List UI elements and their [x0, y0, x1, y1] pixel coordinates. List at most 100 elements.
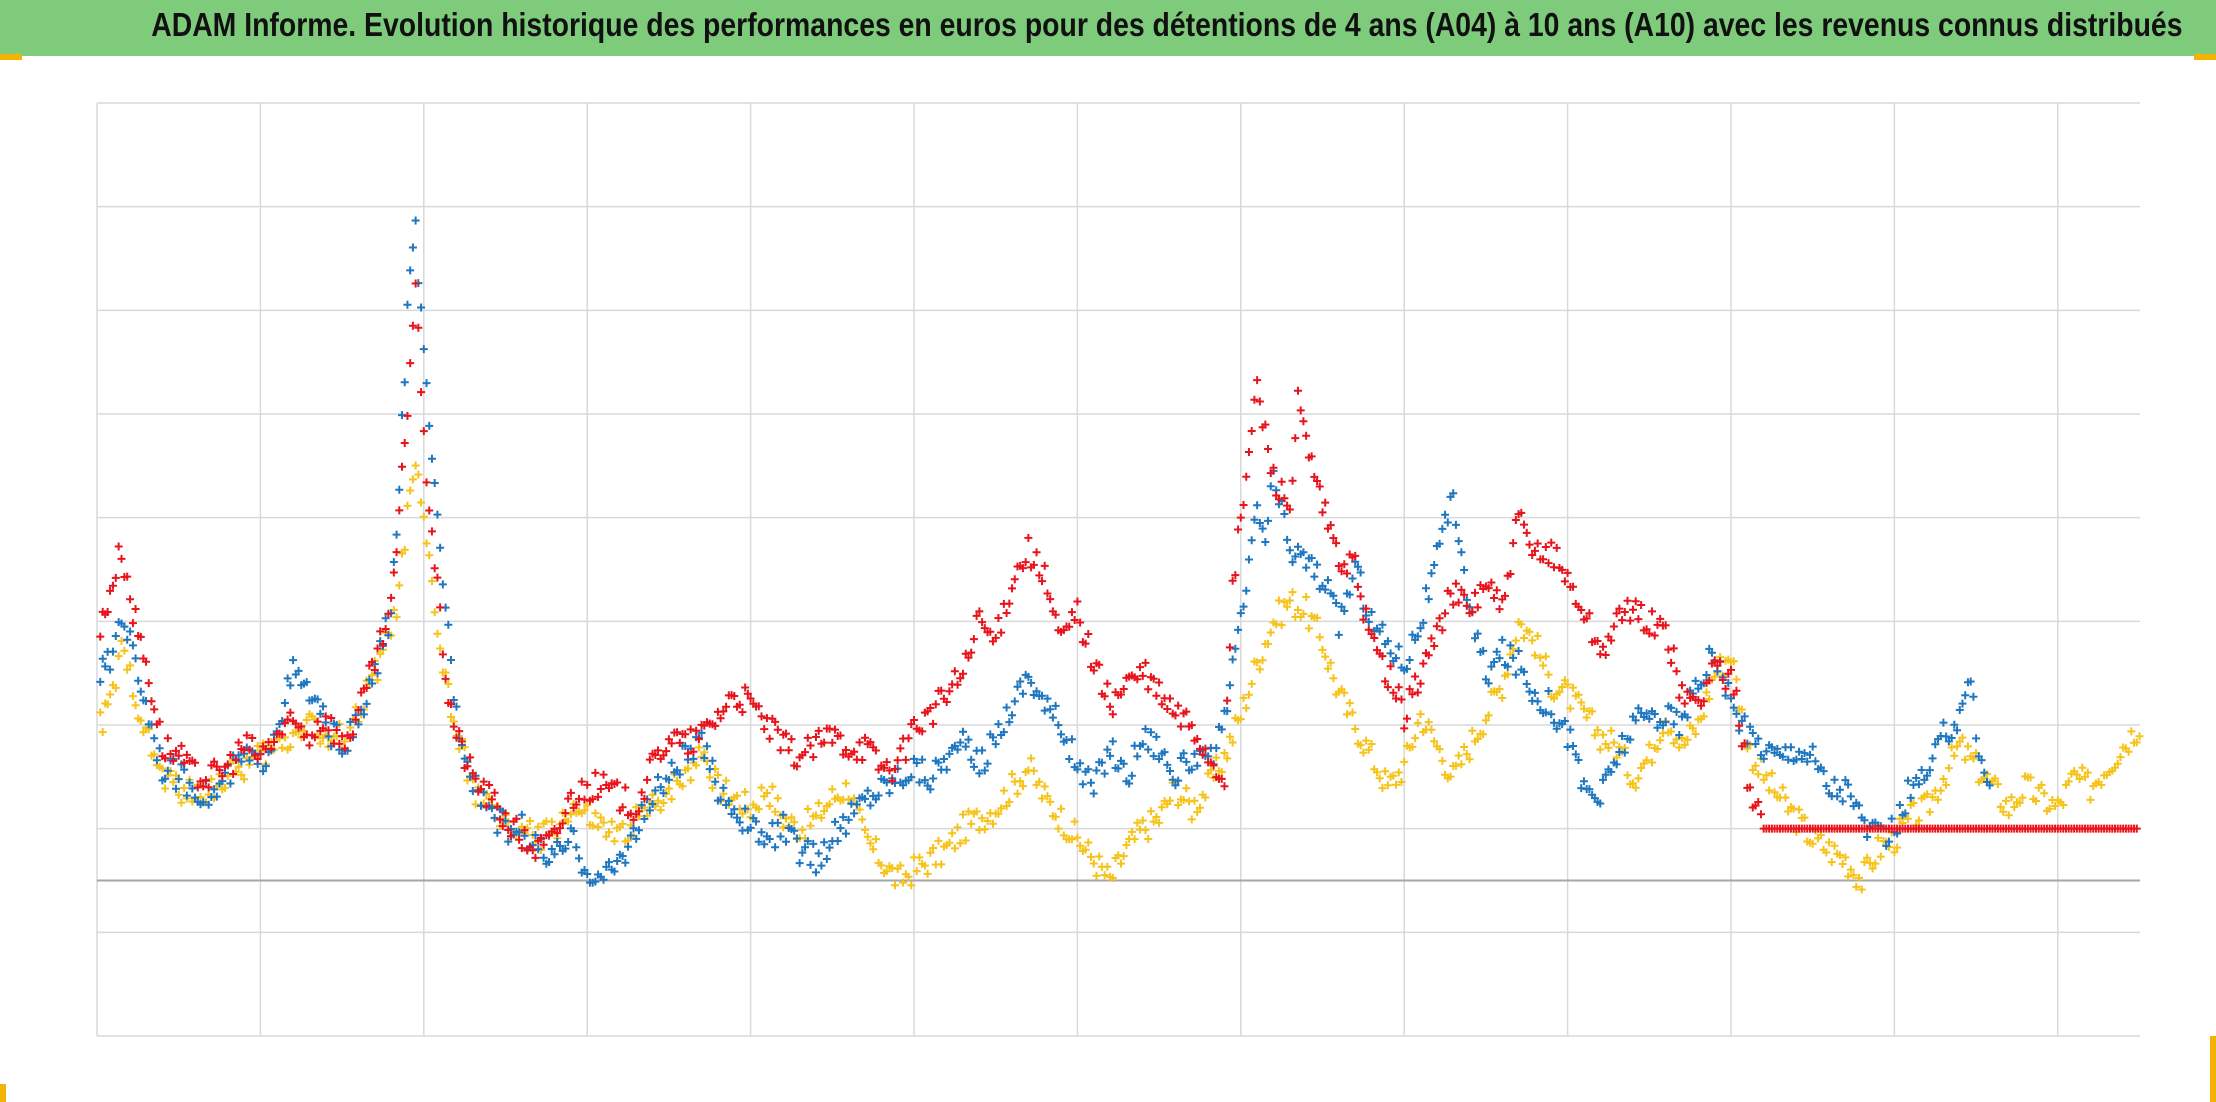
marker-blue-192 [618, 851, 627, 860]
marker-blue-453 [1329, 591, 1338, 600]
marker-yellow-7 [114, 652, 123, 661]
marker-red-165 [545, 831, 554, 840]
marker-blue-374 [1114, 764, 1123, 773]
marker-blue-463 [1356, 568, 1365, 577]
marker-red-123 [430, 564, 439, 573]
marker-blue-351 [1051, 701, 1060, 710]
marker-red-67 [278, 730, 287, 739]
marker-blue-224 [705, 765, 714, 774]
marker-yellow-569 [1645, 740, 1654, 749]
marker-red-593 [1710, 656, 1719, 665]
marker-blue-165 [545, 858, 554, 867]
marker-yellow-181 [588, 821, 597, 830]
marker-red-333 [1002, 608, 1011, 617]
marker-red-105 [381, 624, 390, 633]
marker-blue-545 [1579, 777, 1588, 786]
marker-blue-508 [1479, 646, 1488, 655]
marker-yellow-489 [1427, 725, 1436, 734]
series-red [96, 279, 2141, 862]
marker-red-557 [1612, 609, 1621, 618]
marker-yellow-443 [1302, 592, 1311, 601]
marker-yellow-671 [1923, 790, 1932, 799]
marker-red-119 [419, 427, 428, 436]
marker-blue-607 [1748, 729, 1757, 738]
marker-yellow-0 [96, 708, 105, 717]
marker-yellow-132 [455, 745, 464, 754]
marker-blue-80 [313, 695, 322, 704]
marker-yellow-681 [1950, 751, 1959, 760]
marker-red-173 [566, 788, 575, 797]
marker-red-145 [490, 788, 499, 797]
marker-blue-501 [1460, 565, 1469, 574]
marker-blue-490 [1430, 561, 1439, 570]
marker-red-48 [226, 750, 235, 759]
marker-blue-590 [1702, 671, 1711, 680]
marker-yellow-242 [754, 805, 763, 814]
marker-red-262 [809, 753, 818, 762]
marker-yellow-538 [1560, 676, 1569, 685]
marker-blue-260 [803, 837, 812, 846]
marker-red-319 [964, 653, 973, 662]
marker-yellow-246 [765, 802, 774, 811]
marker-red-147 [496, 815, 505, 824]
marker-red-7 [114, 542, 123, 551]
marker-yellow-410 [1212, 753, 1221, 762]
marker-yellow-668 [1914, 816, 1923, 825]
marker-blue-42 [210, 785, 219, 794]
marker-red-518 [1506, 570, 1515, 579]
marker-yellow-295 [899, 878, 908, 887]
marker-blue-100 [368, 679, 377, 688]
marker-red-440 [1293, 386, 1302, 395]
marker-yellow-402 [1190, 796, 1199, 805]
marker-yellow-554 [1604, 743, 1613, 752]
marker-red-609 [1754, 797, 1763, 806]
marker-yellow-718 [2051, 801, 2060, 810]
marker-blue-319 [964, 735, 973, 744]
marker-red-228 [716, 714, 725, 723]
marker-red-25 [163, 734, 172, 743]
marker-yellow-269 [828, 785, 837, 794]
marker-yellow-283 [866, 839, 875, 848]
marker-red-30 [177, 741, 186, 750]
marker-yellow-313 [948, 829, 957, 838]
marker-yellow-735 [2097, 781, 2106, 790]
marker-yellow-236 [738, 809, 747, 818]
marker-red-74 [297, 722, 306, 731]
marker-yellow-366 [1092, 871, 1101, 880]
marker-blue-477 [1394, 642, 1403, 651]
marker-blue-277 [850, 809, 859, 818]
title-bar: ADAM Informe. Evolution historique des p… [0, 0, 2216, 56]
marker-yellow-612 [1762, 771, 1771, 780]
marker-yellow-125 [436, 644, 445, 653]
marker-red-419 [1236, 513, 1245, 522]
marker-yellow-523 [1520, 633, 1529, 642]
marker-blue-518 [1506, 641, 1515, 650]
marker-blue-547 [1585, 785, 1594, 794]
marker-yellow-109 [392, 613, 401, 622]
marker-red-263 [811, 733, 820, 742]
marker-yellow-457 [1340, 688, 1349, 697]
marker-yellow-483 [1411, 734, 1420, 743]
marker-yellow-345 [1035, 777, 1044, 786]
marker-yellow-688 [1969, 754, 1978, 763]
marker-red-297 [904, 734, 913, 743]
marker-red-32 [182, 750, 191, 759]
marker-red-602 [1735, 721, 1744, 730]
marker-red-259 [801, 748, 810, 757]
marker-red-406 [1201, 744, 1210, 753]
marker-blue-29 [174, 775, 183, 784]
marker-yellow-305 [926, 848, 935, 857]
marker-blue-672 [1925, 766, 1934, 775]
marker-yellow-414 [1223, 754, 1232, 763]
marker-red-324 [978, 618, 987, 627]
marker-red-365 [1089, 666, 1098, 675]
marker-blue-25 [163, 766, 172, 775]
marker-yellow-450 [1321, 652, 1330, 661]
marker-red-256 [792, 762, 801, 771]
marker-blue-203 [648, 800, 657, 809]
marker-blue-677 [1939, 718, 1948, 727]
marker-yellow-172 [564, 817, 573, 826]
marker-blue-376 [1119, 759, 1128, 768]
marker-red-322 [972, 611, 981, 620]
marker-blue-597 [1721, 691, 1730, 700]
